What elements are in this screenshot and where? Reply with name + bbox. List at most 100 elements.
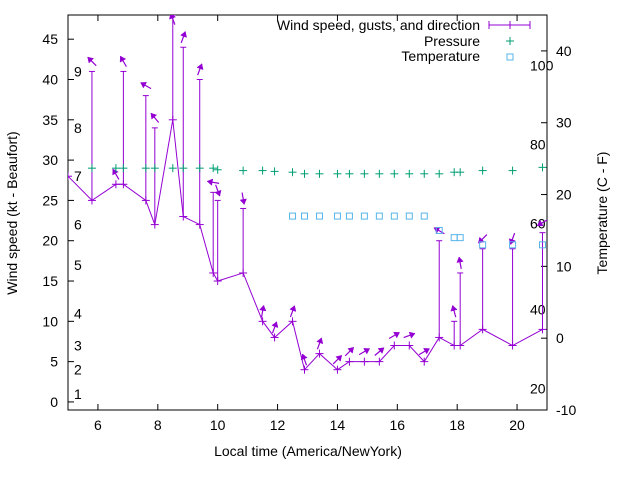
pressure-point — [87, 164, 96, 173]
wind-speed-point — [288, 317, 297, 326]
beaufort-label: 3 — [74, 338, 82, 354]
pressure-point — [508, 166, 517, 175]
pressure-point — [420, 169, 429, 178]
pressure-point — [405, 169, 414, 178]
wind-direction-arrow — [374, 347, 385, 356]
legend-label-temperature: Temperature — [401, 48, 480, 64]
pressure-point — [315, 169, 324, 178]
beaufort-label: 5 — [74, 257, 82, 273]
fahrenheit-label: 100 — [530, 57, 554, 73]
wind-direction-arrow — [239, 192, 247, 205]
pressure-point — [209, 164, 218, 173]
wind-direction-arrow — [508, 232, 516, 245]
temperature-point — [450, 234, 458, 242]
y2-tick-label: 0 — [556, 330, 564, 346]
pressure-point — [150, 164, 159, 173]
pressure-point — [360, 169, 369, 178]
temperature-point — [456, 234, 464, 242]
pressure-point — [258, 166, 267, 175]
y-tick-label: 40 — [42, 71, 58, 87]
wind-speed-point — [150, 220, 159, 229]
temperature-point — [360, 212, 368, 220]
wind-speed-point — [333, 365, 342, 374]
wind-direction-arrow — [344, 346, 355, 357]
y2-tick-label: -10 — [556, 402, 576, 418]
wind-speed-point — [420, 357, 429, 366]
beaufort-label: 8 — [74, 120, 82, 136]
wind-direction-arrow — [403, 331, 416, 339]
pressure-point — [288, 168, 297, 177]
legend-label-wind: Wind speed, gusts, and direction — [277, 17, 480, 33]
pressure-point — [141, 164, 150, 173]
wind-speed-point — [213, 277, 222, 286]
wind-speed-point — [435, 333, 444, 342]
x-ticks: 6 8 10 12 14 16 18 20 — [94, 15, 525, 433]
pressure-point — [478, 166, 487, 175]
y2-tick-label: 10 — [556, 258, 572, 274]
y2-ticks: -10 0 10 20 30 40 — [541, 43, 576, 418]
wind-direction-arrow — [332, 355, 343, 365]
wind-speed-point — [508, 341, 517, 350]
wind-speed-point — [258, 317, 267, 326]
temperature-point — [435, 226, 443, 234]
wind-speed-point — [405, 341, 414, 350]
x-tick-label: 16 — [390, 417, 406, 433]
pressure-point — [168, 164, 177, 173]
temperature-point — [390, 212, 398, 220]
fahrenheit-label: 60 — [530, 215, 546, 231]
x-tick-label: 6 — [94, 417, 102, 433]
beaufort-label: 9 — [74, 63, 82, 79]
x-tick-label: 18 — [449, 417, 465, 433]
wind-direction-arrow — [140, 82, 152, 90]
y-tick-label: 20 — [42, 233, 58, 249]
x-tick-label: 12 — [270, 417, 286, 433]
pressure-point — [456, 168, 465, 177]
wind-direction-arrow — [206, 178, 220, 186]
wind-speed-point — [87, 196, 96, 205]
wind-speed-point — [270, 333, 279, 342]
wind-direction-arrow — [536, 219, 547, 227]
y2-tick-label: 40 — [556, 43, 572, 59]
wind-direction-arrow — [388, 331, 400, 340]
wind-direction-arrow — [196, 63, 204, 76]
wind-speed-point — [345, 357, 354, 366]
beaufort-label: 1 — [74, 386, 82, 402]
x-axis-label: Local time (America/NewYork) — [214, 443, 402, 459]
y2-axis-label: Temperature (C - F) — [594, 152, 610, 275]
y-tick-label: 5 — [50, 354, 58, 370]
wind-speed-point — [360, 357, 369, 366]
fahrenheit-label: 20 — [530, 380, 546, 396]
beaufort-label: 2 — [74, 362, 82, 378]
legend-label-pressure: Pressure — [424, 33, 480, 49]
y-tick-label: 25 — [42, 192, 58, 208]
pressure-point — [345, 169, 354, 178]
wind-speed-point — [141, 196, 150, 205]
wind-direction-arrow — [259, 304, 267, 318]
legend: Wind speed, gusts, and direction Pressur… — [277, 17, 531, 64]
fahrenheit-label: 40 — [530, 301, 546, 317]
pressure-point — [119, 164, 128, 173]
beaufort-labels: 1 2 3 4 5 6 7 8 9 — [74, 63, 82, 401]
wind-direction-arrow — [300, 353, 308, 366]
y-ticks: 0 5 10 15 20 25 30 35 40 45 — [42, 31, 74, 410]
y-axis-label: Wind speed (kt - Beaufort) — [4, 131, 20, 294]
y2-tick-label: 20 — [556, 187, 572, 203]
wind-speed-point — [195, 220, 204, 229]
temperature-point — [420, 212, 428, 220]
wind-direction-arrow — [316, 337, 324, 350]
x-tick-label: 8 — [154, 417, 162, 433]
temperature-point — [405, 212, 413, 220]
wind-speed-point — [168, 115, 177, 124]
wind-speed-point — [111, 180, 120, 189]
temperature-point — [375, 212, 383, 220]
temperature-point — [479, 241, 487, 249]
y-tick-label: 0 — [50, 394, 58, 410]
pressure-point — [239, 166, 248, 175]
temperature-point — [315, 212, 323, 220]
pressure-point — [195, 164, 204, 173]
beaufort-label: 6 — [74, 217, 82, 233]
wind-direction-arrow — [456, 256, 464, 269]
fahrenheit-labels: 20 40 60 80 100 — [530, 57, 554, 396]
wind-speed-point — [456, 341, 465, 350]
